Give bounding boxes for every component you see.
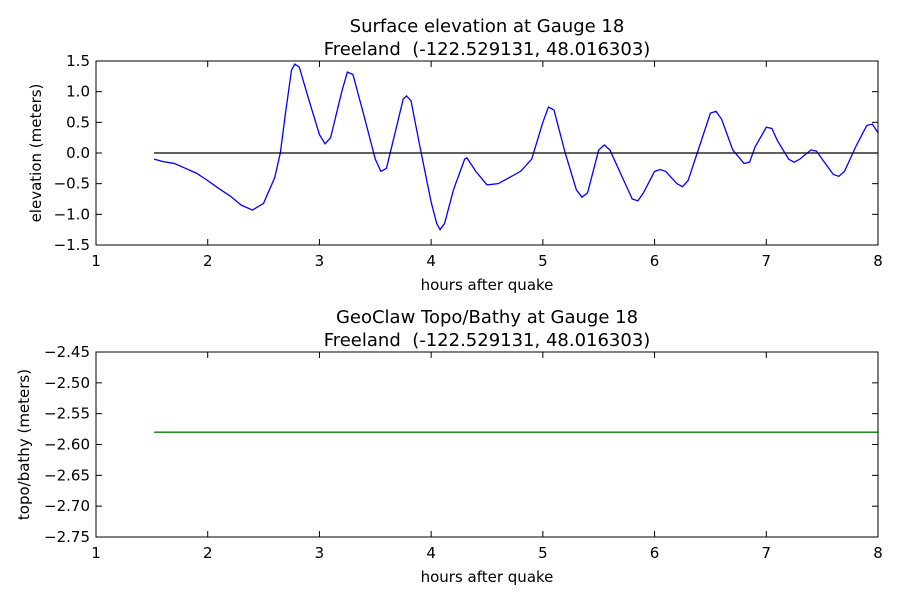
- x-axis-label: hours after quake: [421, 568, 554, 586]
- chart-title: GeoClaw Topo/Bathy at Gauge 18: [336, 307, 638, 328]
- x-tick-label: 1: [91, 544, 101, 562]
- x-tick-label: 7: [762, 252, 772, 270]
- y-tick-label: −1.0: [54, 205, 90, 223]
- y-axis-label: topo/bathy (meters): [15, 369, 33, 520]
- x-tick-label: 4: [426, 544, 436, 562]
- y-tick-label: 0.0: [66, 144, 90, 162]
- y-tick-label: −2.75: [44, 528, 90, 546]
- chart-subtitle: Freeland (-122.529131, 48.016303): [324, 39, 651, 60]
- y-tick-label: −0.5: [54, 175, 90, 193]
- x-tick-label: 7: [762, 544, 772, 562]
- x-tick-label: 8: [873, 544, 883, 562]
- x-tick-label: 5: [538, 252, 548, 270]
- x-tick-label: 1: [91, 252, 101, 270]
- x-tick-label: 6: [650, 544, 660, 562]
- x-tick-label: 2: [203, 544, 213, 562]
- y-tick-label: −2.50: [44, 374, 90, 392]
- y-tick-label: −2.65: [44, 466, 90, 484]
- y-axis-label: elevation (meters): [27, 84, 45, 223]
- y-tick-label: 1.0: [66, 83, 90, 101]
- x-tick-label: 3: [315, 544, 325, 562]
- x-tick-label: 3: [315, 252, 325, 270]
- x-tick-label: 4: [426, 252, 436, 270]
- x-axis-label: hours after quake: [421, 276, 554, 294]
- y-tick-label: −1.5: [54, 236, 90, 254]
- x-tick-label: 8: [873, 252, 883, 270]
- x-tick-label: 2: [203, 252, 213, 270]
- y-tick-label: 0.5: [66, 113, 90, 131]
- y-tick-label: −2.70: [44, 497, 90, 515]
- y-tick-label: −2.60: [44, 436, 90, 454]
- plot-frame: [95, 60, 879, 246]
- y-tick-label: −2.55: [44, 405, 90, 423]
- x-tick-label: 5: [538, 544, 548, 562]
- chart-title: Surface elevation at Gauge 18: [350, 16, 625, 37]
- y-tick-label: 1.5: [66, 52, 90, 70]
- chart-subtitle: Freeland (-122.529131, 48.016303): [324, 330, 651, 351]
- y-tick-label: −2.45: [44, 343, 90, 361]
- x-tick-label: 6: [650, 252, 660, 270]
- plot-frame: [95, 351, 879, 538]
- series-line: [153, 63, 879, 231]
